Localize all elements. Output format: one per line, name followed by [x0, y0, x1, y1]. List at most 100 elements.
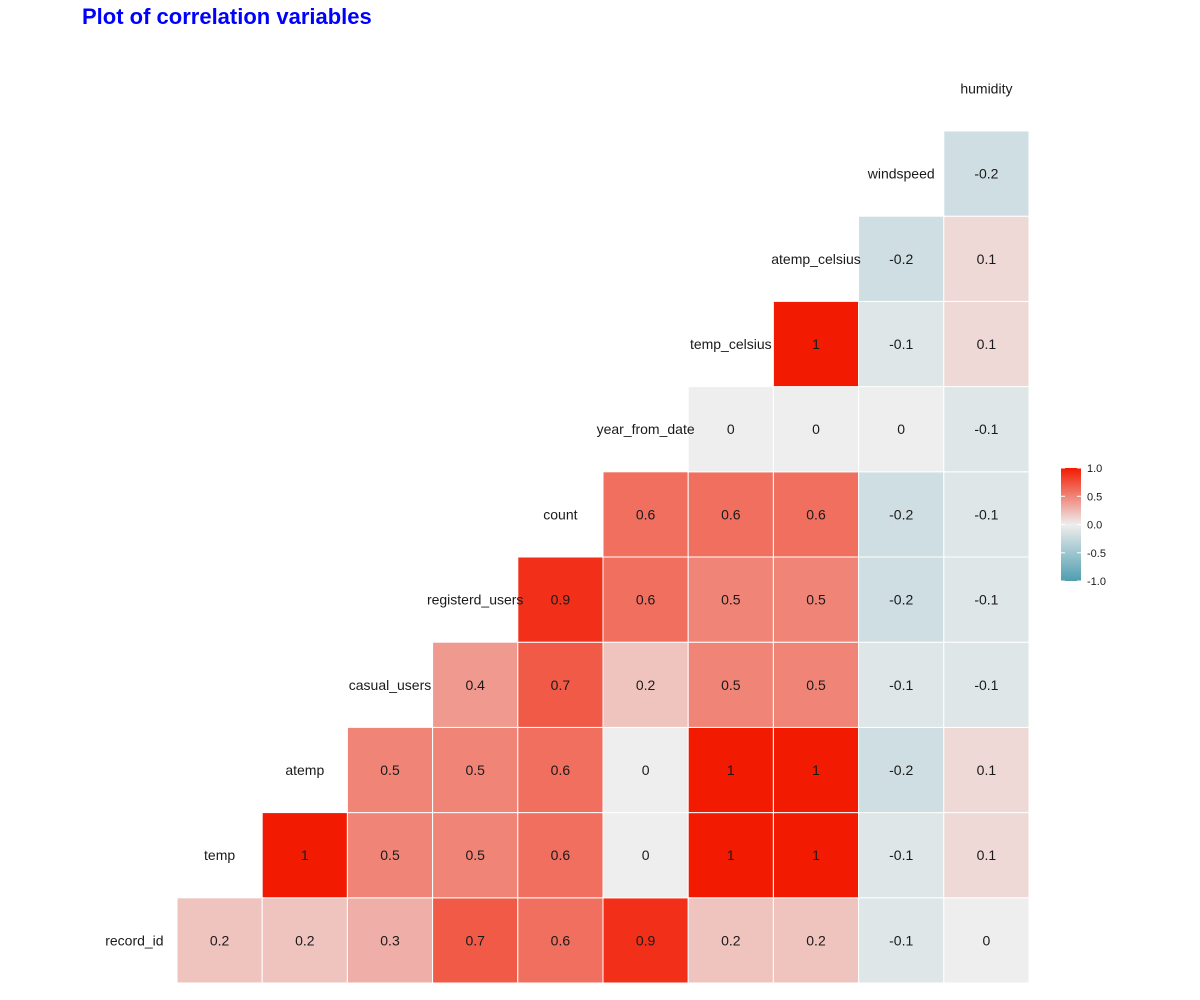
cell-value-label: 1 — [727, 847, 735, 863]
cell-value-label: 0.5 — [380, 847, 400, 863]
cell-value-label: 0.7 — [551, 677, 571, 693]
cell-value-label: -0.1 — [889, 677, 913, 693]
heatmap-cell — [687, 641, 774, 728]
cell-value-label: 0.6 — [721, 506, 741, 522]
heatmap-cell — [176, 897, 263, 984]
cell-value-label: -0.1 — [974, 592, 998, 608]
cell-value-label: 0.5 — [465, 762, 485, 778]
heatmap-cell — [517, 897, 604, 984]
cell-value-label: 0 — [642, 847, 650, 863]
variable-label: atemp_celsius — [771, 251, 861, 267]
cell-value-label: -0.2 — [889, 506, 913, 522]
heatmap-cell — [943, 130, 1030, 217]
heatmap-cell — [772, 556, 860, 643]
heatmap-cell — [772, 812, 860, 899]
cell-value-label: 0.4 — [465, 677, 485, 693]
cell-value-label: -0.1 — [974, 506, 998, 522]
cell-value-label: 0.9 — [636, 932, 656, 948]
heatmap-cell — [602, 726, 689, 814]
cell-value-label: 0.9 — [551, 592, 571, 608]
cell-value-label: 0.5 — [806, 677, 826, 693]
cell-value-label: 0.2 — [210, 932, 230, 948]
cell-value-label: 0.6 — [806, 506, 826, 522]
legend-tick-label: -1.0 — [1087, 576, 1106, 588]
cell-value-label: 0.1 — [977, 336, 997, 352]
heatmap-cell — [517, 641, 604, 728]
legend-tick-label: 1.0 — [1087, 463, 1102, 475]
heatmap-cell — [687, 812, 774, 899]
legend-tick-label: -0.5 — [1087, 548, 1106, 560]
heatmap-cell — [858, 386, 945, 473]
cell-value-label: 0.2 — [721, 932, 741, 948]
cell-value-label: 0.1 — [977, 251, 997, 267]
cell-value-label: 0 — [727, 421, 735, 437]
cell-value-label: 0.2 — [295, 932, 315, 948]
cell-value-label: 1 — [812, 336, 820, 352]
heatmap-cell — [602, 812, 689, 899]
heatmap-cell — [687, 471, 774, 558]
heatmap-cell — [602, 897, 689, 984]
heatmap-cell — [432, 812, 519, 899]
heatmap-cell — [943, 812, 1030, 899]
cell-value-label: -0.1 — [889, 336, 913, 352]
color-legend: 1.0 0.5 0.0 -0.5 -1.0 — [1061, 463, 1106, 588]
legend-colorbar — [1061, 468, 1081, 581]
heatmap-cell — [772, 386, 860, 473]
heatmap-cell — [772, 300, 860, 388]
cell-value-label: 0.5 — [465, 847, 485, 863]
heatmap-cell — [687, 556, 774, 643]
heatmap-cell — [943, 641, 1030, 728]
legend-tick-label: 0.0 — [1087, 520, 1102, 532]
variable-label: atemp — [285, 762, 324, 778]
cell-value-label: -0.1 — [889, 932, 913, 948]
cell-value-label: 0.5 — [721, 677, 741, 693]
cell-value-label: 1 — [812, 762, 820, 778]
legend-tick-label: 0.5 — [1087, 491, 1102, 503]
cell-value-label: 0.6 — [636, 592, 656, 608]
variable-label: humidity — [960, 80, 1012, 96]
heatmap-cell — [517, 812, 604, 899]
heatmap-cell — [858, 556, 945, 643]
variable-label: registerd_users — [427, 592, 524, 608]
cell-value-label: 0 — [897, 421, 905, 437]
variable-label: temp_celsius — [690, 336, 772, 352]
variable-label: count — [543, 506, 577, 522]
cell-value-label: 0.7 — [465, 932, 485, 948]
cell-value-label: 0.5 — [806, 592, 826, 608]
heatmap-cell — [261, 812, 348, 899]
cell-value-label: 0.2 — [806, 932, 826, 948]
heatmap-cell — [687, 726, 774, 814]
cell-value-label: 0 — [983, 932, 991, 948]
heatmap-cell — [602, 471, 689, 558]
heatmap-cell — [517, 556, 604, 643]
variable-label: year_from_date — [597, 421, 695, 437]
heatmap-cell — [858, 812, 945, 899]
cell-value-label: 0.5 — [380, 762, 400, 778]
heatmap-cell — [432, 897, 519, 984]
heatmap-cell — [346, 726, 434, 814]
heatmap-cell — [858, 300, 945, 388]
heatmap-cell — [858, 897, 945, 984]
chart-title: Plot of correlation variables — [82, 4, 372, 29]
heatmap-cell — [772, 471, 860, 558]
heatmap-cell — [943, 215, 1030, 302]
heatmap-cells: 0.2 0.2 0.3 0.7 0.6 0.9 0.2 0.2 -0.1 0 1 0.5 0.5 0.6 0… — [176, 130, 1030, 984]
cell-value-label: 0.6 — [551, 932, 571, 948]
cell-value-label: 0.6 — [551, 762, 571, 778]
variable-label: record_id — [105, 932, 163, 948]
cell-value-label: 0.6 — [636, 506, 656, 522]
cell-value-label: 0.2 — [636, 677, 656, 693]
heatmap-cell — [858, 471, 945, 558]
variable-label: casual_users — [349, 677, 432, 693]
heatmap-cell — [687, 386, 774, 473]
cell-value-label: -0.2 — [889, 762, 913, 778]
variable-label: temp — [204, 847, 235, 863]
cell-value-label: -0.1 — [974, 421, 998, 437]
cell-value-label: 0.1 — [977, 762, 997, 778]
cell-value-label: 0 — [812, 421, 820, 437]
cell-value-label: 1 — [812, 847, 820, 863]
heatmap-cell — [858, 726, 945, 814]
cell-value-label: 0 — [642, 762, 650, 778]
cell-value-label: 0.5 — [721, 592, 741, 608]
